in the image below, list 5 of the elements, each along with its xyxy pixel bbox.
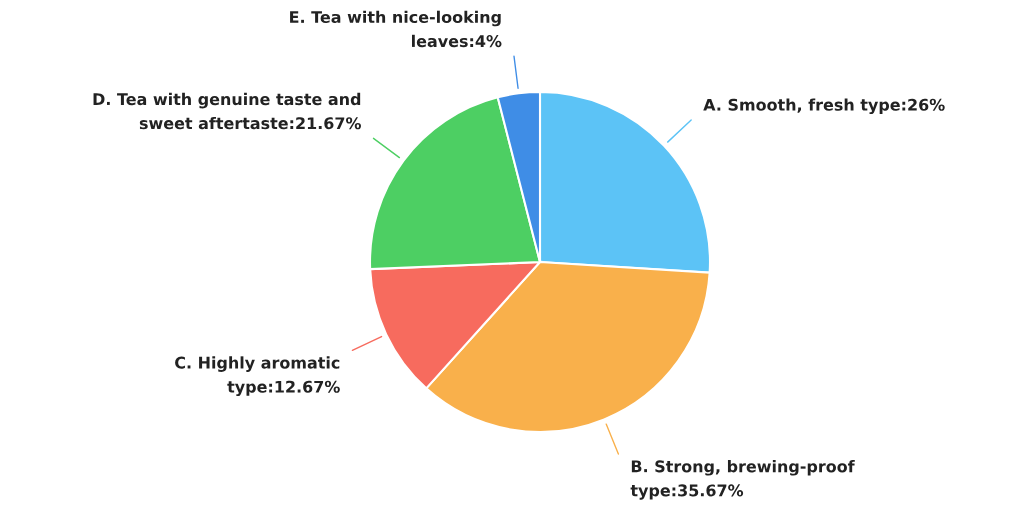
slice-label: D. Tea with genuine taste and sweet aftertaste:21.67% xyxy=(93,92,361,130)
slice-label: E. Tea with nice-looking leaves:4% xyxy=(290,10,502,48)
slice-label: A. Smooth, fresh type:26% xyxy=(703,98,945,115)
slice-label: B. Strong, brewing-proof type:35.67% xyxy=(630,460,855,500)
slice-label: C. Highly aromatic type:12.67% xyxy=(175,356,340,396)
